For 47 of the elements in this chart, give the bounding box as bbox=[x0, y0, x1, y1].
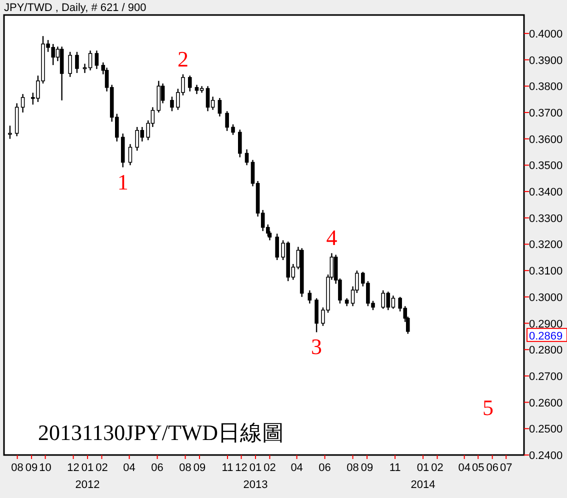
y-tick-label: 0.3800 bbox=[529, 81, 563, 94]
x-tick-label: 11 bbox=[222, 462, 234, 474]
x-tick-label: 06 bbox=[151, 462, 164, 474]
annotation: 4 bbox=[326, 225, 338, 250]
y-tick-label: 0.3100 bbox=[529, 266, 563, 278]
y-tick-label: 0.3000 bbox=[529, 292, 563, 304]
x-tick-label: 12 bbox=[235, 462, 248, 474]
annotation: 5 bbox=[482, 395, 494, 420]
y-tick-label: 0.2800 bbox=[529, 344, 563, 357]
x-tick-label: 09 bbox=[360, 462, 374, 474]
y-tick-label: 0.3200 bbox=[529, 239, 563, 252]
x-tick-label: 10 bbox=[39, 462, 52, 474]
y-tick-label: 0.2400 bbox=[529, 450, 563, 462]
y-tick-label: 0.3500 bbox=[529, 160, 563, 172]
x-tick-label: 05 bbox=[472, 462, 484, 474]
x-tick-label: 09 bbox=[193, 462, 206, 474]
x-tick-label: 06 bbox=[318, 462, 331, 474]
x-tick-label: 08 bbox=[346, 462, 359, 474]
x-tick-label: 11 bbox=[389, 462, 401, 474]
x-tick-label: 08 bbox=[179, 462, 192, 474]
y-tick-label: 0.4000 bbox=[529, 28, 563, 40]
x-tick-label: 06 bbox=[486, 462, 498, 474]
y-tick-label: 0.3300 bbox=[529, 212, 563, 225]
x-tick-label: 08 bbox=[11, 462, 24, 474]
chart-title: JPY/TWD , Daily, # 621 / 900 bbox=[4, 2, 146, 14]
x-tick-label: 09 bbox=[25, 462, 38, 474]
x-tick-label: 02 bbox=[96, 462, 108, 474]
annotation: 1 bbox=[117, 169, 128, 194]
annotation: 20131130JPY/TWD日線圖 bbox=[38, 420, 284, 445]
x-tick-label: 02 bbox=[264, 462, 276, 474]
y-tick-label: 0.2600 bbox=[529, 397, 563, 410]
y-tick-label: 0.2900 bbox=[529, 318, 563, 330]
y-tick-label: 0.2700 bbox=[529, 370, 563, 383]
y-tick-label: 0.3700 bbox=[529, 107, 563, 120]
y-tick-label: 0.3600 bbox=[529, 134, 563, 146]
y-tick-label: 0.3900 bbox=[529, 54, 563, 67]
x-tick-label: 04 bbox=[458, 462, 470, 474]
annotation: 2 bbox=[177, 46, 188, 72]
annotation: 3 bbox=[311, 334, 322, 360]
x-tick-label: 02 bbox=[431, 462, 444, 474]
x-tick-label: 07 bbox=[500, 462, 512, 474]
text: 0.2869 bbox=[529, 330, 563, 342]
x-tick-label: 04 bbox=[290, 462, 303, 474]
y-tick-label: 0.3400 bbox=[529, 186, 563, 199]
x-tick-label: 04 bbox=[123, 462, 136, 474]
x-tick-label: 12 bbox=[67, 462, 80, 474]
y-tick-label: 0.2500 bbox=[529, 424, 563, 436]
